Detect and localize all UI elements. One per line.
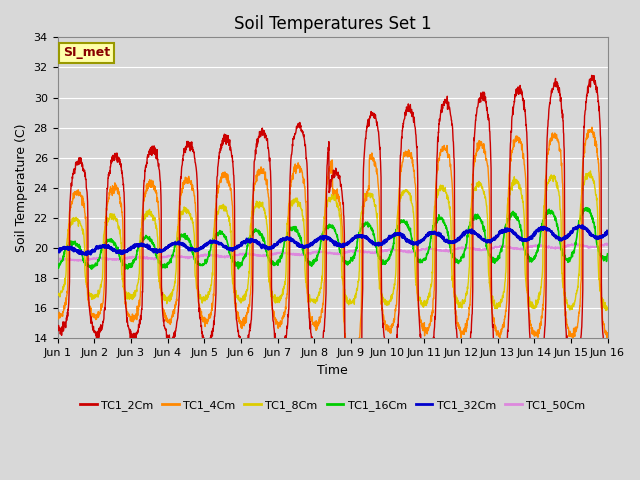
TC1_32Cm [207, 240, 215, 245]
TC1_8Cm [360, 199, 368, 205]
TC1_4Cm [348, 359, 356, 365]
TC1_50Cm [603, 240, 611, 246]
TC1_8Cm [492, 303, 500, 309]
TC1_16Cm [54, 265, 61, 271]
TC1_32Cm [570, 226, 578, 231]
TC1_2Cm [493, 353, 500, 359]
TC1_16Cm [493, 258, 500, 264]
TC1_50Cm [556, 245, 563, 251]
TC1_32Cm [54, 248, 61, 253]
TC1_4Cm [604, 330, 611, 336]
Line: TC1_50Cm: TC1_50Cm [58, 243, 607, 261]
TC1_32Cm [361, 234, 369, 240]
TC1_16Cm [349, 258, 356, 264]
TC1_4Cm [207, 310, 214, 315]
TC1_50Cm [349, 248, 356, 254]
Line: TC1_16Cm: TC1_16Cm [58, 208, 607, 269]
TC1_8Cm [555, 189, 563, 195]
Line: TC1_4Cm: TC1_4Cm [58, 127, 607, 362]
TC1_8Cm [570, 300, 578, 306]
TC1_50Cm [493, 245, 500, 251]
Line: TC1_8Cm: TC1_8Cm [58, 171, 607, 311]
TC1_16Cm [604, 251, 611, 257]
TC1_16Cm [556, 234, 563, 240]
TC1_50Cm [79, 258, 86, 264]
TC1_16Cm [207, 242, 215, 248]
TC1_8Cm [587, 168, 595, 174]
Title: Soil Temperatures Set 1: Soil Temperatures Set 1 [234, 15, 431, 33]
TC1_2Cm [54, 326, 61, 332]
TC1_2Cm [604, 370, 611, 375]
TC1_4Cm [493, 332, 500, 337]
TC1_4Cm [361, 200, 369, 205]
TC1_50Cm [604, 242, 611, 248]
TC1_2Cm [556, 88, 563, 94]
Text: SI_met: SI_met [63, 47, 110, 60]
TC1_4Cm [556, 143, 563, 148]
Line: TC1_32Cm: TC1_32Cm [58, 226, 607, 255]
TC1_2Cm [588, 72, 596, 78]
Legend: TC1_2Cm, TC1_4Cm, TC1_8Cm, TC1_16Cm, TC1_32Cm, TC1_50Cm: TC1_2Cm, TC1_4Cm, TC1_8Cm, TC1_16Cm, TC1… [76, 395, 589, 415]
TC1_4Cm [588, 124, 596, 130]
TC1_4Cm [570, 331, 578, 337]
TC1_8Cm [604, 306, 611, 312]
TC1_2Cm [361, 147, 369, 153]
TC1_16Cm [570, 247, 578, 253]
TC1_32Cm [579, 223, 586, 228]
TC1_50Cm [54, 257, 61, 263]
TC1_4Cm [349, 355, 356, 361]
X-axis label: Time: Time [317, 364, 348, 377]
TC1_8Cm [207, 282, 214, 288]
Y-axis label: Soil Temperature (C): Soil Temperature (C) [15, 124, 28, 252]
TC1_4Cm [54, 312, 61, 318]
TC1_50Cm [207, 252, 215, 258]
TC1_32Cm [83, 252, 90, 258]
TC1_50Cm [361, 249, 369, 255]
TC1_8Cm [602, 308, 610, 313]
TC1_16Cm [361, 221, 369, 227]
TC1_32Cm [604, 228, 611, 234]
TC1_2Cm [570, 369, 578, 375]
TC1_50Cm [570, 241, 578, 247]
TC1_2Cm [207, 336, 214, 342]
TC1_32Cm [349, 237, 356, 243]
TC1_2Cm [348, 402, 356, 408]
TC1_16Cm [582, 205, 590, 211]
Line: TC1_2Cm: TC1_2Cm [58, 75, 607, 412]
TC1_16Cm [122, 266, 129, 272]
TC1_32Cm [556, 237, 563, 243]
TC1_8Cm [348, 300, 356, 305]
TC1_8Cm [54, 291, 61, 297]
TC1_2Cm [351, 409, 359, 415]
TC1_32Cm [493, 235, 500, 240]
